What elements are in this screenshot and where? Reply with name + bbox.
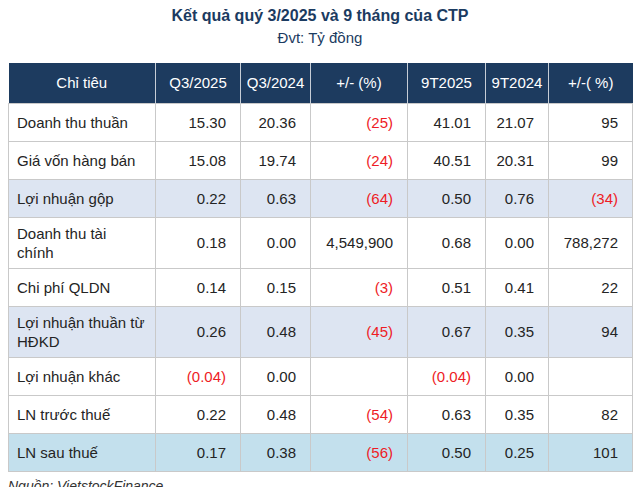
table-cell: 0.00 [486,357,549,395]
table-cell: (64) [311,179,408,217]
page-title: Kết quả quý 3/2025 và 9 tháng của CTP [0,6,640,26]
header-q3-2025: Q3/2025 [156,63,241,103]
table-cell: (24) [311,141,408,179]
header-change-9t: +/-( %) [549,63,633,103]
header-9t2025: 9T2025 [408,63,486,103]
table-cell: 94 [549,306,633,357]
row-label: LN sau thuế [9,433,156,471]
table-cell: 0.17 [156,433,241,471]
table-cell: 0.67 [408,306,486,357]
table-row: Lợi nhuận khác (0.04)0.00(0.04)0.00 [9,357,633,395]
table-cell: 95 [549,103,633,141]
table-row: Lợi nhuận thuần từ HĐKD 0.260.48(45)0.67… [9,306,633,357]
table-cell: 788,272 [549,217,633,268]
table-cell: 22 [549,268,633,306]
table-cell: 0.51 [408,268,486,306]
table-cell: (54) [311,395,408,433]
table-cell: 0.15 [241,268,311,306]
table-cell: (0.04) [408,357,486,395]
table-cell: (56) [311,433,408,471]
table-cell: 0.63 [241,179,311,217]
header-change-q: +/- (%) [311,63,408,103]
row-label: Doanh thu tài chính [9,217,156,268]
table-cell: (0.04) [156,357,241,395]
financial-results-table: Chỉ tiêu Q3/2025 Q3/2024 +/- (%) 9T2025 … [8,63,633,472]
row-label: Giá vốn hàng bán [9,141,156,179]
row-label: Doanh thu thuần [9,103,156,141]
table-row: LN trước thuế 0.220.48(54)0.630.3582 [9,395,633,433]
table-row: Lợi nhuận gộp 0.220.63(64)0.500.76(34) [9,179,633,217]
table-cell: 0.50 [408,179,486,217]
table-cell: 99 [549,141,633,179]
table-cell: 40.51 [408,141,486,179]
table-header: Chỉ tiêu Q3/2025 Q3/2024 +/- (%) 9T2025 … [9,63,633,103]
table-cell: (45) [311,306,408,357]
table-cell: 0.38 [241,433,311,471]
table-row: Doanh thu thuần 15.3020.36(25)41.0121.07… [9,103,633,141]
table-cell: 0.14 [156,268,241,306]
table-row: Doanh thu tài chính 0.180.004,549,9000.6… [9,217,633,268]
table-cell: 20.36 [241,103,311,141]
table-cell: 0.18 [156,217,241,268]
header-q3-2024: Q3/2024 [241,63,311,103]
table-cell: 0.22 [156,395,241,433]
table-cell: 0.50 [408,433,486,471]
table-row: LN sau thuế 0.170.38(56)0.500.25101 [9,433,633,471]
table-cell: 0.48 [241,395,311,433]
row-label: LN trước thuế [9,395,156,433]
row-label: Lợi nhuận gộp [9,179,156,217]
header-row: Chỉ tiêu Q3/2025 Q3/2024 +/- (%) 9T2025 … [9,63,633,103]
table-cell: 0.26 [156,306,241,357]
table-row: Giá vốn hàng bán 15.0819.74(24)40.5120.3… [9,141,633,179]
source-note: Nguồn: VietstockFinance [8,477,640,487]
table-cell: 0.76 [486,179,549,217]
table-cell: 4,549,900 [311,217,408,268]
table-row: Chi phí QLDN 0.140.15(3)0.510.4122 [9,268,633,306]
table-cell [311,357,408,395]
header-criteria: Chỉ tiêu [9,63,156,103]
table-cell: 0.63 [408,395,486,433]
table-cell: 0.35 [486,395,549,433]
table-cell: (25) [311,103,408,141]
table-cell: (34) [549,179,633,217]
unit-label: Đvt: Tỷ đồng [0,28,640,47]
row-label: Lợi nhuận khác [9,357,156,395]
table-cell: 15.30 [156,103,241,141]
page: Kết quả quý 3/2025 và 9 tháng của CTP Đv… [0,0,640,487]
table-cell: 15.08 [156,141,241,179]
table-cell: 0.68 [408,217,486,268]
table-cell: 20.31 [486,141,549,179]
table-cell: 82 [549,395,633,433]
table-cell: 41.01 [408,103,486,141]
table-cell: 0.25 [486,433,549,471]
table-cell: 19.74 [241,141,311,179]
table-body: Doanh thu thuần 15.3020.36(25)41.0121.07… [9,103,633,471]
table-cell [549,357,633,395]
table-cell: 0.22 [156,179,241,217]
row-label: Chi phí QLDN [9,268,156,306]
table-cell: 0.48 [241,306,311,357]
table-cell: (3) [311,268,408,306]
table-cell: 0.35 [486,306,549,357]
table-cell: 0.00 [241,217,311,268]
table-cell: 101 [549,433,633,471]
row-label: Lợi nhuận thuần từ HĐKD [9,306,156,357]
header-9t2024: 9T2024 [486,63,549,103]
table-cell: 0.00 [241,357,311,395]
table-cell: 0.41 [486,268,549,306]
table-cell: 21.07 [486,103,549,141]
table-cell: 0.00 [486,217,549,268]
